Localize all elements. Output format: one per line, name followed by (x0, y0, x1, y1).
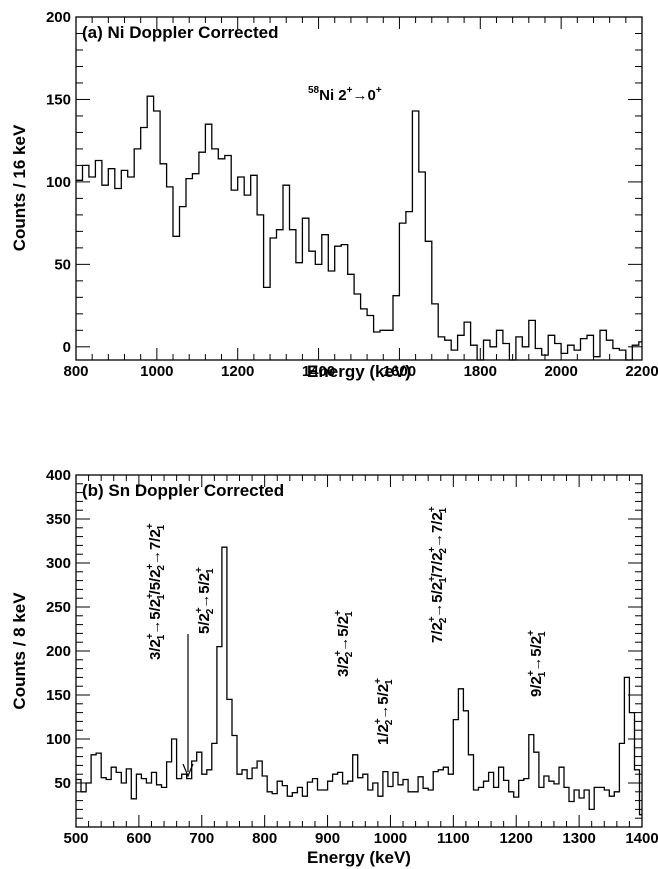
panel-b-arrow-head (182, 763, 194, 778)
panel-b-y-tick-label: 300 (46, 555, 71, 572)
panel-a-x-tick-label: 1400 (302, 363, 335, 380)
panel-b-ticks (75, 474, 643, 828)
panel-b-x-tick-label: 1000 (374, 830, 407, 847)
panel-a-tick-labels: 800 1000 1200 1400 1600 1800 2000 2200 0 50 100 150… (46, 9, 658, 380)
panel-a-frame (75, 16, 643, 361)
panel-a-ticks (75, 16, 643, 360)
panel-b-y-tick-label: 200 (46, 643, 71, 660)
panel-a-x-tick-label: 2000 (544, 363, 577, 380)
panel-b-ylabel: Counts / 8 keV (10, 592, 29, 710)
panel-b-x-tick-label: 600 (126, 830, 151, 847)
panel-b-y-tick-label: 150 (46, 687, 71, 704)
panel-a-xlabel: Energy (keV) (307, 362, 411, 381)
panel-b-label-5: 7/2+2→5/2+1/7/2+2→7/2+1 (427, 506, 449, 643)
panel-a-x-tick-label: 1200 (221, 363, 254, 380)
panel-a-x-tick-label: 1800 (464, 363, 497, 380)
panel-a-x-tick-label: 2200 (625, 363, 658, 380)
panel-a-y-tick-label: 100 (46, 174, 71, 191)
panel-b-x-tick-label: 1200 (500, 830, 533, 847)
panel-b-x-tick-label: 1300 (562, 830, 595, 847)
panel-a-ylabel: Counts / 16 keV (10, 124, 29, 251)
panel-b-y-tick-label: 350 (46, 511, 71, 528)
panel-b-label-3: 3/2+2→5/2+1 (333, 610, 355, 677)
panel-b-label-2: 5/2+2→5/2+1 (194, 567, 216, 634)
panel-b-title: (b) Sn Doppler Corrected (82, 481, 284, 500)
panel-b-x-tick-label: 700 (189, 830, 214, 847)
panel-a-x-tick-label: 1000 (140, 363, 173, 380)
panel-b-y-tick-label: 250 (46, 599, 71, 616)
panel-b-tick-labels: 500 600 700 800 900 1000 1100 1200 1300 1400 50 100… (46, 467, 658, 847)
panel-b-x-tick-label: 500 (63, 830, 88, 847)
panel-b-y-tick-label: 50 (54, 775, 71, 792)
panel-b-y-tick-label: 100 (46, 731, 71, 748)
panel-a-peak-label: 58Ni 2+→0+ (308, 85, 382, 104)
panel-b-histogram (76, 546, 642, 816)
panel-b-label-1: 3/2+1→5/2+1/5/2+2→7/2+1 (145, 523, 167, 660)
panel-b-x-tick-label: 1100 (437, 830, 470, 847)
panel-a-title: (a) Ni Doppler Corrected (82, 23, 278, 42)
panel-a-x-tick-label: 800 (63, 363, 88, 380)
panel-a: 800 1000 1200 1400 1600 1800 2000 2200 0 50 100 150… (10, 9, 658, 381)
panel-b-y-tick-label: 400 (46, 467, 71, 484)
panel-b-x-tick-label: 900 (315, 830, 340, 847)
panel-b: 500 600 700 800 900 1000 1100 1200 1300 1400 50 100… (10, 467, 658, 867)
panel-b-label-6: 9/2+1→5/2+1 (526, 630, 548, 697)
panel-b-xlabel: Energy (keV) (307, 848, 411, 867)
panel-a-x-tick-label: 1600 (383, 363, 416, 380)
panel-b-x-tick-label: 1400 (625, 830, 658, 847)
panel-a-histogram (76, 95, 642, 361)
panel-a-y-tick-label: 150 (46, 91, 71, 108)
panel-b-x-tick-label: 800 (252, 830, 277, 847)
panel-a-y-tick-label: 200 (46, 9, 71, 26)
panel-a-y-tick-label: 0 (63, 339, 71, 356)
panel-b-label-4: 1/2+2→5/2+1 (373, 678, 395, 745)
panel-a-y-tick-label: 50 (54, 256, 71, 273)
